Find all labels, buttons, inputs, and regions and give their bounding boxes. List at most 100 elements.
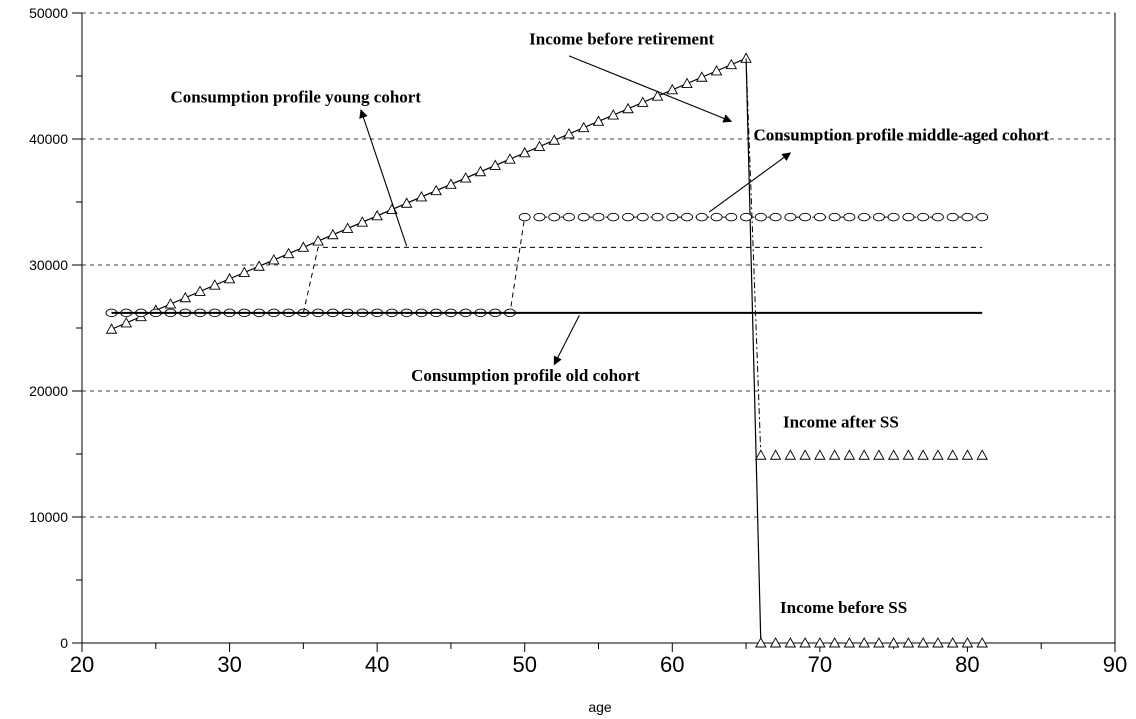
income-before-ss-marker bbox=[814, 637, 826, 648]
consumption-young-marker bbox=[636, 212, 649, 222]
annotation-label: Income after SS bbox=[783, 413, 899, 432]
x-tick-label: 50 bbox=[512, 652, 536, 677]
consumption-young-marker bbox=[961, 212, 974, 222]
income-before-retirement-marker bbox=[371, 209, 383, 221]
consumption-young-marker bbox=[651, 212, 664, 222]
consumption-young-marker bbox=[666, 212, 679, 222]
income-before-ss-marker bbox=[828, 637, 841, 648]
x-tick-label: 20 bbox=[70, 652, 94, 677]
x-tick-label: 80 bbox=[955, 652, 979, 677]
annotation-arrow bbox=[568, 55, 733, 123]
consumption-young-marker bbox=[917, 212, 930, 222]
income-before-retirement-marker bbox=[341, 222, 354, 233]
consumption-young-marker bbox=[533, 212, 546, 222]
consumption-young-marker bbox=[518, 212, 531, 222]
consumption-young-marker bbox=[607, 212, 620, 222]
income-before-retirement-marker bbox=[253, 260, 265, 271]
income-before-retirement-marker bbox=[238, 266, 251, 278]
income-before-retirement-marker bbox=[312, 235, 324, 246]
consumption-young-marker bbox=[931, 212, 944, 222]
income-before-retirement-marker bbox=[415, 191, 428, 202]
income-before-retirement-marker bbox=[356, 216, 369, 227]
income-after-ss-marker bbox=[799, 449, 811, 460]
income-before-retirement-marker bbox=[268, 254, 280, 265]
income-before-retirement-marker bbox=[209, 279, 221, 290]
income-after-ss-marker bbox=[917, 449, 929, 460]
income-before-retirement-marker bbox=[607, 109, 620, 120]
income-before-retirement-marker bbox=[223, 272, 236, 284]
consumption-young-marker bbox=[902, 212, 915, 222]
income-before-retirement-marker bbox=[474, 165, 487, 177]
annotations: Income before retirement Consumption prof… bbox=[171, 30, 1050, 617]
income-after-ss-marker bbox=[843, 449, 856, 460]
y-tick-label: 20000 bbox=[29, 383, 68, 399]
income-before-retirement-marker bbox=[282, 247, 295, 259]
consumption-young-marker bbox=[858, 212, 871, 222]
annotation-label: Income before SS bbox=[780, 598, 907, 617]
consumption-young-marker bbox=[769, 212, 782, 222]
income-before-retirement-marker bbox=[681, 77, 693, 89]
income-before-ss-marker bbox=[858, 637, 870, 648]
annotation-label: Consumption profile old cohort bbox=[411, 366, 640, 385]
consumption-young-marker bbox=[799, 212, 812, 222]
consumption-young-marker bbox=[725, 212, 738, 222]
income-before-retirement-marker bbox=[651, 90, 664, 101]
consumption-young-marker bbox=[828, 212, 841, 222]
income-before-retirement-marker bbox=[548, 134, 560, 145]
consumption-young-marker bbox=[548, 212, 561, 222]
income-before-retirement-line bbox=[111, 57, 762, 644]
income-before-retirement-marker bbox=[120, 317, 133, 328]
income-before-retirement-marker bbox=[666, 83, 679, 95]
income-before-ss-marker bbox=[961, 637, 974, 648]
income-after-ss-marker bbox=[873, 449, 885, 460]
income-before-retirement-marker bbox=[194, 285, 206, 296]
annotation-label: Consumption profile middle-aged cohort bbox=[753, 125, 1049, 144]
x-tick-label: 70 bbox=[808, 652, 832, 677]
annotation-label: Income before retirement bbox=[529, 30, 714, 49]
income-before-ss-marker bbox=[843, 637, 856, 648]
income-before-ss-marker bbox=[769, 637, 782, 648]
income-before-ss-marker bbox=[917, 637, 929, 648]
income-after-ss-drop bbox=[745, 58, 762, 456]
x-tick-label: 30 bbox=[217, 652, 241, 677]
consumption-young-marker bbox=[872, 212, 885, 222]
y-tick-label: 40000 bbox=[29, 131, 68, 147]
income-before-retirement-marker bbox=[489, 159, 501, 170]
income-before-retirement-marker bbox=[297, 241, 310, 252]
income-before-retirement-marker bbox=[164, 298, 177, 309]
income-before-ss-marker bbox=[946, 637, 959, 648]
income-before-ss-marker bbox=[755, 637, 767, 648]
income-before-retirement-marker bbox=[577, 121, 590, 133]
annotation-arrow bbox=[553, 315, 580, 366]
income-after-ss-marker bbox=[932, 449, 944, 460]
consumption-young-marker bbox=[754, 212, 767, 222]
annotation-label: Consumption profile young cohort bbox=[171, 87, 422, 106]
plot-series bbox=[105, 52, 989, 648]
income-before-retirement-marker bbox=[622, 102, 634, 114]
consumption-young-marker bbox=[695, 212, 708, 222]
consumption-young-marker bbox=[592, 212, 605, 222]
y-tick-label: 10000 bbox=[29, 509, 68, 525]
income-before-retirement-marker bbox=[696, 71, 708, 82]
consumption-young-marker bbox=[976, 212, 989, 222]
income-before-ss-marker bbox=[799, 637, 811, 648]
income-before-ss-marker bbox=[976, 637, 988, 648]
annotation-arrow bbox=[359, 109, 408, 247]
consumption-young-marker bbox=[843, 212, 856, 222]
income-before-retirement-marker bbox=[179, 291, 192, 303]
income-before-ss-marker bbox=[784, 637, 797, 648]
x-tick-label: 40 bbox=[365, 652, 389, 677]
income-before-ss-marker bbox=[932, 637, 944, 648]
income-after-ss-marker bbox=[755, 449, 767, 460]
x-axis-label: age bbox=[588, 699, 612, 715]
income-after-ss-marker bbox=[814, 449, 826, 460]
income-before-retirement-marker bbox=[637, 96, 649, 107]
x-tick-label: 90 bbox=[1103, 652, 1127, 677]
consumption-young-marker bbox=[813, 212, 826, 222]
consumption-young-marker bbox=[946, 212, 959, 222]
income-before-retirement-marker bbox=[105, 323, 118, 334]
consumption-young-marker bbox=[710, 212, 723, 222]
income-before-retirement-marker bbox=[400, 197, 413, 208]
x-tick-label: 60 bbox=[660, 652, 684, 677]
